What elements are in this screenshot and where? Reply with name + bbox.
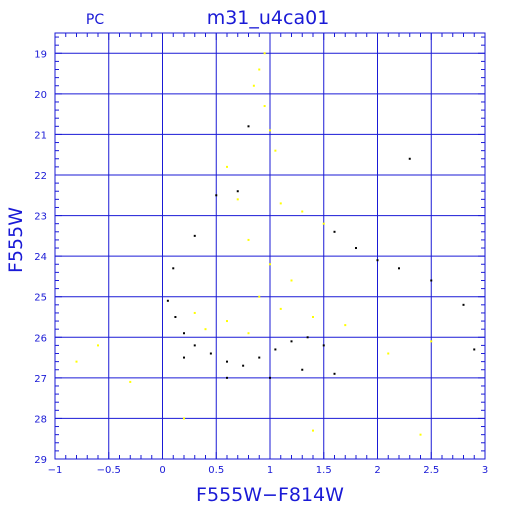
data-point — [430, 340, 433, 343]
data-point — [306, 336, 309, 339]
x-tick-label: 0.5 — [208, 465, 224, 476]
data-point — [312, 429, 314, 432]
y-tick-label: 24 — [34, 252, 47, 263]
y-axis-label: F555W — [5, 207, 27, 273]
data-point — [279, 307, 282, 310]
data-point — [430, 279, 433, 282]
data-point — [174, 316, 177, 318]
y-tick-label: 28 — [34, 414, 47, 425]
data-point — [236, 190, 239, 193]
x-axis-label: F555W−F814W — [196, 484, 344, 506]
data-point — [193, 311, 196, 314]
data-point — [97, 344, 99, 347]
y-tick-label: 25 — [34, 293, 47, 304]
data-point — [301, 368, 304, 371]
x-tick-label: −0.5 — [97, 465, 121, 476]
data-point — [473, 348, 476, 351]
tick-labels: −1 −0.5 0 0.5 1 1.5 2 2.5 3 19 20 21 22 23 24 25 26 27 28 2… — [34, 49, 488, 476]
grid-lines — [54, 33, 486, 460]
data-point — [226, 360, 228, 363]
data-point — [258, 356, 261, 359]
data-point — [183, 356, 185, 359]
y-tick-label: 19 — [34, 49, 47, 60]
y-tick-label: 26 — [34, 333, 47, 344]
y-tick-label: 23 — [34, 212, 47, 223]
data-point — [166, 299, 169, 302]
data-point — [226, 376, 228, 379]
data-point — [398, 267, 400, 270]
data-point — [355, 247, 357, 250]
x-tick-label: 2 — [374, 465, 380, 476]
data-point — [226, 165, 228, 168]
data-point — [376, 259, 379, 262]
data-point — [387, 352, 390, 355]
data-point — [274, 348, 277, 351]
data-point — [263, 105, 266, 108]
data-point — [252, 84, 255, 87]
data-point — [419, 433, 422, 436]
data-point — [269, 263, 271, 266]
data-point — [301, 210, 304, 213]
x-tick-label: 0 — [159, 465, 165, 476]
data-point — [183, 332, 185, 335]
data-point — [209, 352, 212, 355]
data-point — [226, 320, 228, 323]
data-point — [75, 360, 78, 363]
data-point — [242, 364, 245, 367]
corner-label: PC — [86, 12, 104, 28]
data-point — [247, 332, 250, 335]
data-points — [75, 52, 476, 436]
x-tick-label: 2.5 — [423, 465, 439, 476]
data-point — [322, 222, 325, 225]
y-tick-label: 27 — [34, 374, 47, 385]
data-point — [269, 376, 271, 379]
x-tick-label: 3 — [482, 465, 488, 476]
data-point — [279, 202, 282, 205]
data-point — [290, 279, 293, 282]
data-point — [236, 198, 239, 201]
data-point — [247, 238, 250, 241]
y-tick-label: 22 — [34, 171, 47, 182]
x-tick-label: 1 — [267, 465, 273, 476]
data-point — [258, 68, 261, 71]
y-tick-label: 20 — [34, 90, 47, 101]
data-point — [193, 344, 196, 347]
data-point — [215, 194, 218, 197]
data-point — [183, 417, 185, 420]
data-point — [333, 372, 336, 375]
data-point — [129, 380, 132, 383]
data-point — [247, 125, 250, 128]
data-point — [258, 295, 261, 298]
data-point — [263, 52, 266, 55]
data-point — [344, 324, 347, 327]
data-point — [290, 340, 293, 343]
x-tick-label: 1.5 — [316, 465, 332, 476]
data-point — [462, 303, 465, 306]
data-point — [312, 316, 314, 318]
data-point — [408, 157, 411, 160]
data-point — [333, 230, 336, 233]
data-point — [204, 328, 207, 331]
y-tick-label: 21 — [34, 130, 47, 141]
data-point — [269, 129, 271, 132]
data-point — [322, 344, 325, 347]
x-tick-label: −1 — [48, 465, 63, 476]
chart-title: m31_u4ca01 — [207, 7, 330, 29]
y-tick-label: 29 — [34, 455, 47, 466]
data-point — [193, 234, 196, 237]
data-point — [274, 149, 277, 152]
data-point — [172, 267, 175, 270]
axis-ticks — [54, 33, 486, 460]
